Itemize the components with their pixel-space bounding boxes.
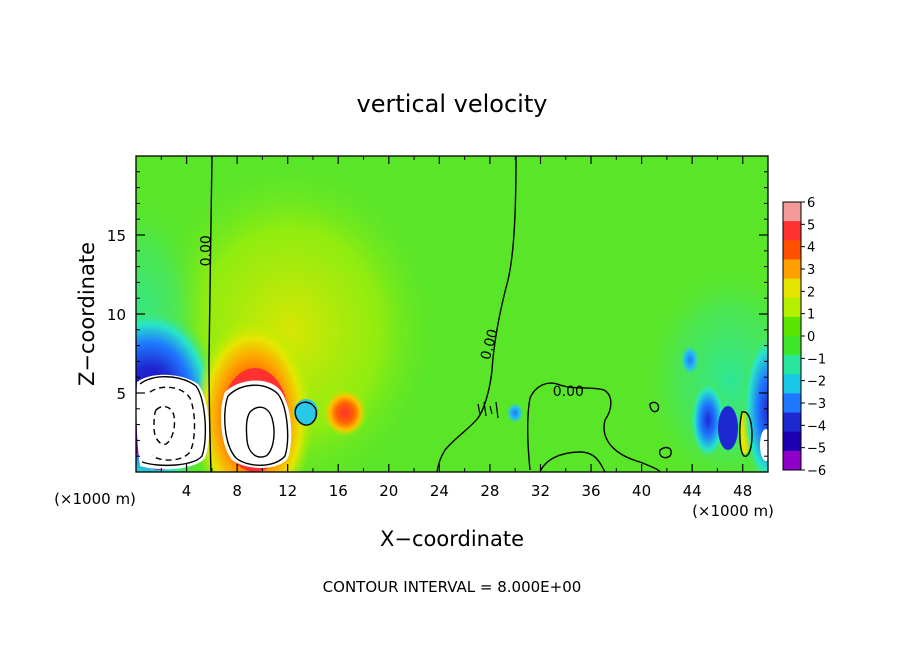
x-tick-label: 28	[480, 482, 499, 500]
x-tick-label: 48	[733, 482, 752, 500]
colorbar-tick-label: −2	[807, 375, 826, 390]
contour-left-dashed-1	[149, 386, 196, 461]
contour-label: 0.00	[478, 327, 502, 361]
contour-left-dashed-2	[153, 405, 176, 445]
x-tick-label: 24	[430, 482, 449, 500]
x-tick-label: 40	[632, 482, 651, 500]
contour-right-yellow	[739, 411, 753, 457]
cell-blue-mid-2	[680, 344, 700, 376]
contour-zero-blob	[526, 382, 661, 472]
colorbar-swatch	[783, 316, 801, 337]
contour-labels: 0.00 0.00 0.00	[199, 235, 584, 400]
downdraft-right-2	[718, 406, 738, 450]
colorbar-swatch	[783, 431, 801, 452]
x-unit-left: (×1000 m)	[54, 490, 136, 508]
x-tick-label: 4	[182, 482, 192, 500]
colorbar-swatch	[783, 297, 801, 318]
colorbar: 6 5 4 3 2 1 0 −1 −2 −3 −4 −5 −6	[782, 196, 826, 479]
contour-zero-center	[436, 156, 517, 472]
contour-speckle-1	[477, 401, 493, 417]
x-tick-label: 32	[531, 482, 550, 500]
colorbar-swatch	[783, 355, 801, 375]
contour-left-solid	[139, 376, 207, 467]
colorbar-tick-label: −1	[807, 352, 826, 367]
downdraft-edge-right-white	[760, 429, 768, 461]
contour-updraft-inner	[245, 406, 275, 458]
y-axis-label: Z−coordinate	[75, 242, 99, 386]
downdraft-right-1	[690, 380, 726, 460]
colorbar-swatch	[783, 336, 801, 356]
x-tick-label: 44	[683, 482, 702, 500]
colorbar-tick-label: 3	[807, 263, 815, 278]
x-tick-label: 20	[379, 482, 398, 500]
cell-blue-mid-1	[506, 402, 524, 424]
contour-interval-footer: CONTOUR INTERVAL = 8.000E+00	[323, 578, 582, 596]
colorbar-swatch	[783, 240, 801, 260]
contour-speckles	[477, 401, 499, 419]
colorbar-tick-label: 0	[807, 330, 815, 345]
contour-updraft-outer	[224, 384, 289, 466]
chart-title: vertical velocity	[357, 90, 548, 118]
colorbar-tick-label: 5	[807, 218, 815, 233]
x-tick-label: 36	[581, 482, 600, 500]
colorbar-swatch	[783, 259, 801, 280]
contour-small-right	[649, 401, 660, 413]
colorbar-swatch	[783, 412, 801, 433]
y-tick-label: 10	[107, 306, 126, 324]
colorbar-swatch	[783, 278, 801, 299]
contour-label: 0.00	[199, 235, 215, 266]
colorbar-swatch	[783, 202, 801, 222]
x-unit-right: (×1000 m)	[692, 502, 774, 520]
x-tick-label: 8	[232, 482, 242, 500]
cell-cyan-small	[294, 399, 318, 425]
contour-small-right-2	[658, 446, 672, 459]
colorbar-tick-label: 1	[807, 308, 815, 323]
y-tick-label: 15	[107, 227, 126, 245]
contour-zero-left	[208, 156, 213, 472]
updraft-secondary	[323, 389, 367, 437]
colorbar-tick-label: −3	[807, 397, 826, 412]
contour-label: 0.00	[553, 384, 584, 400]
contour-lines	[139, 156, 753, 472]
contour-speckle-2	[495, 401, 499, 419]
colorbar-tick-label: −4	[807, 419, 826, 434]
x-tick-label: 12	[278, 482, 297, 500]
colorbar-tick-label: −5	[807, 442, 826, 457]
x-axis: 4 8 12 16 20 24 28 32 36 40 44 48	[160, 156, 752, 500]
x-axis-label: X−coordinate	[380, 527, 524, 551]
contour-cyan-cell	[294, 401, 317, 426]
x-tick-label: 16	[329, 482, 348, 500]
colorbar-swatch	[783, 450, 801, 471]
colorbar-swatch	[783, 393, 801, 414]
y-axis: 5 10 15	[107, 171, 768, 457]
colorbar-swatch	[783, 221, 801, 241]
colorbar-tick-label: −6	[807, 464, 826, 479]
y-tick-label: 5	[116, 385, 126, 403]
plot-area	[136, 156, 768, 472]
colorbar-tick-label: 4	[807, 241, 815, 256]
contour-zero-blob-inner	[539, 451, 606, 472]
colorbar-tick-label: 2	[807, 285, 815, 300]
colorbar-swatch	[783, 374, 801, 394]
colorbar-tick-label: 6	[807, 196, 815, 211]
white-region-updraft	[220, 380, 292, 468]
